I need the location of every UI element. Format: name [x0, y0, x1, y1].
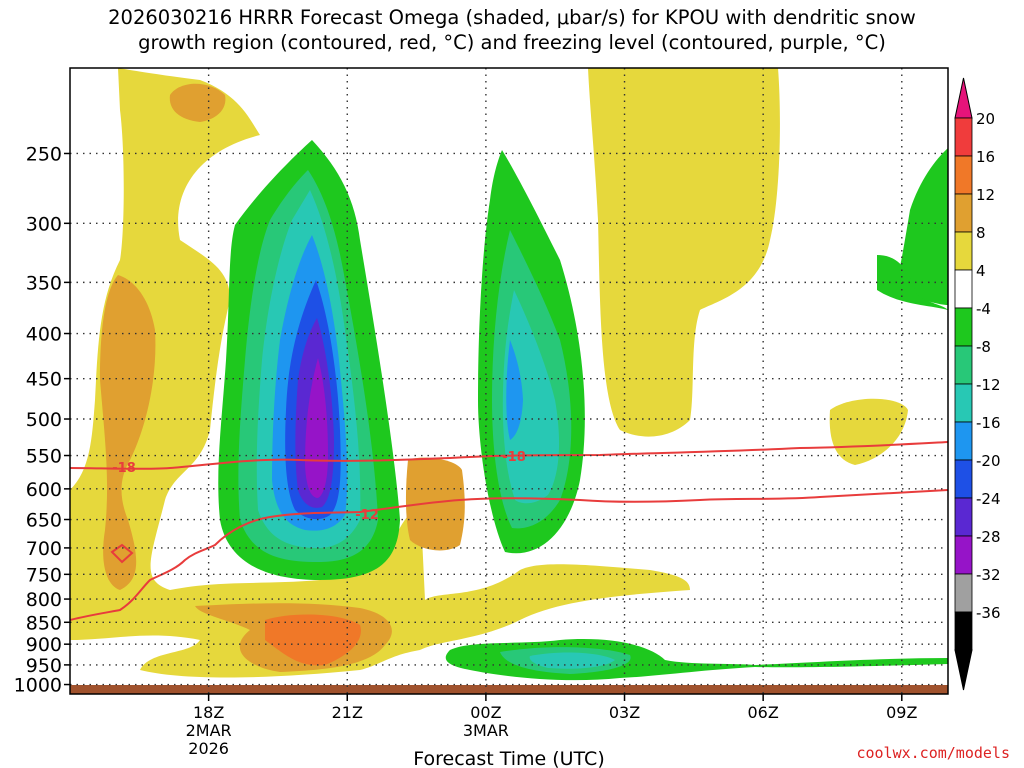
- colorbar-label: 12: [976, 186, 995, 204]
- colorbar-label: -12: [976, 376, 1001, 394]
- y-tick-label: 800: [26, 589, 62, 611]
- omega-region-pos-8-center: [405, 457, 465, 551]
- omega-region-neg-4-right-mid: [877, 255, 948, 310]
- colorbar-label: 16: [976, 148, 995, 166]
- colorbar-label: 8: [976, 224, 986, 242]
- x-tick-label: 06Z: [747, 703, 778, 722]
- y-tick-label: 850: [26, 612, 62, 634]
- contour-labels: -18 -18 -12: [112, 450, 526, 523]
- colorbar-swatch: [954, 269, 973, 309]
- contour-label-minus-18-left: -18: [112, 461, 136, 476]
- x-tick-sublabel: 2MAR: [186, 721, 232, 740]
- chart-title-line-1: 2026030216 HRRR Forecast Omega (shaded, …: [108, 6, 916, 29]
- colorbar-swatch: [954, 535, 973, 575]
- colorbar-swatch: [954, 307, 973, 347]
- y-tick-label: 450: [26, 369, 62, 391]
- omega-shading: [70, 68, 948, 694]
- y-tick-label: 250: [26, 143, 62, 165]
- colorbar-swatch: [954, 497, 973, 537]
- x-tick-sublabel: 2026: [188, 739, 229, 758]
- colorbar-swatch: [954, 459, 973, 499]
- y-tick-label: 900: [26, 634, 62, 656]
- credit-text: coolwx.com/models: [856, 744, 1010, 762]
- contour-label-minus-18-right: -18: [502, 450, 526, 465]
- colorbar-swatch: [954, 193, 973, 233]
- omega-region-neg-4-right-top: [895, 148, 948, 305]
- y-tick-label: 750: [26, 564, 62, 586]
- y-tick-label: 950: [26, 655, 62, 677]
- x-tick-label: 00Z: [470, 703, 501, 722]
- chart-title-line-2: growth region (contoured, red, °C) and f…: [138, 31, 886, 54]
- plot-frame: [69, 67, 949, 695]
- omega-region-neg-28: [305, 358, 328, 498]
- y-tick-label: 700: [26, 538, 62, 560]
- colorbar-label: -20: [976, 452, 1001, 470]
- colorbar-swatch: [954, 611, 973, 651]
- omega-region-pos-4-right: [829, 398, 908, 465]
- x-tick-label: 21Z: [332, 703, 363, 722]
- contour-minus-18: [70, 441, 948, 470]
- omega-region-pos-8-top: [169, 83, 226, 122]
- y-tick-label: 600: [26, 479, 62, 501]
- colorbar-label: -24: [976, 490, 1001, 508]
- omega-region-neg-16-secondary: [506, 340, 523, 440]
- ground-surface-bar: [70, 685, 948, 694]
- y-tick-label: 400: [26, 324, 62, 346]
- omega-region-neg-12-low: [529, 652, 615, 669]
- omega-region-pos-8-left: [100, 275, 156, 590]
- contour-label-minus-12: -12: [355, 508, 379, 523]
- y-tick-label: 650: [26, 510, 62, 532]
- colorbar-bottom-arrow: [954, 649, 973, 691]
- x-tick-label: 18Z: [193, 703, 224, 722]
- x-tick-label: 03Z: [609, 703, 640, 722]
- colorbar-label: -28: [976, 528, 1001, 546]
- grid-lines: [70, 68, 948, 694]
- colorbar-swatch: [954, 421, 973, 461]
- colorbar-label: -4: [976, 300, 991, 318]
- omega-region-pos-4: [70, 68, 690, 678]
- colorbar-swatch: [954, 231, 973, 271]
- colorbar-label: -16: [976, 414, 1001, 432]
- colorbar-swatch: [954, 573, 973, 613]
- colorbar-swatch: [954, 345, 973, 385]
- y-axis: 2503003504004505005506006507007508008509…: [14, 143, 70, 697]
- y-tick-label: 300: [26, 213, 62, 235]
- omega-region-pos-4-upper-right: [588, 68, 780, 437]
- colorbar: 20 16 12 8 4 -4 -8 -12 -16 -20 -24 -28 -32 -36: [954, 77, 1001, 691]
- colorbar-swatch: [954, 383, 973, 423]
- contour-minus-12-small-loop: [110, 543, 134, 564]
- colorbar-swatch: [954, 117, 973, 157]
- colorbar-label: -36: [976, 604, 1001, 622]
- y-tick-label: 550: [26, 446, 62, 468]
- x-axis-label: Forecast Time (UTC): [413, 748, 604, 768]
- contour-minus-12: [70, 489, 948, 621]
- omega-region-pos-12-low: [265, 614, 361, 666]
- colorbar-label: 20: [976, 110, 995, 128]
- x-tick-sublabel: 3MAR: [463, 721, 509, 740]
- y-tick-label: 350: [26, 272, 62, 294]
- x-tick-label: 09Z: [886, 703, 917, 722]
- y-tick-label: 500: [26, 409, 62, 431]
- colorbar-label: 4: [976, 262, 986, 280]
- colorbar-label: -32: [976, 566, 1001, 584]
- y-tick-label: 1000: [14, 675, 62, 697]
- colorbar-label: -8: [976, 338, 991, 356]
- omega-region-neg-12-secondary: [502, 290, 560, 504]
- omega-region-pos-4-top: [595, 68, 658, 150]
- colorbar-top-arrow: [954, 77, 973, 119]
- colorbar-swatch: [954, 155, 973, 195]
